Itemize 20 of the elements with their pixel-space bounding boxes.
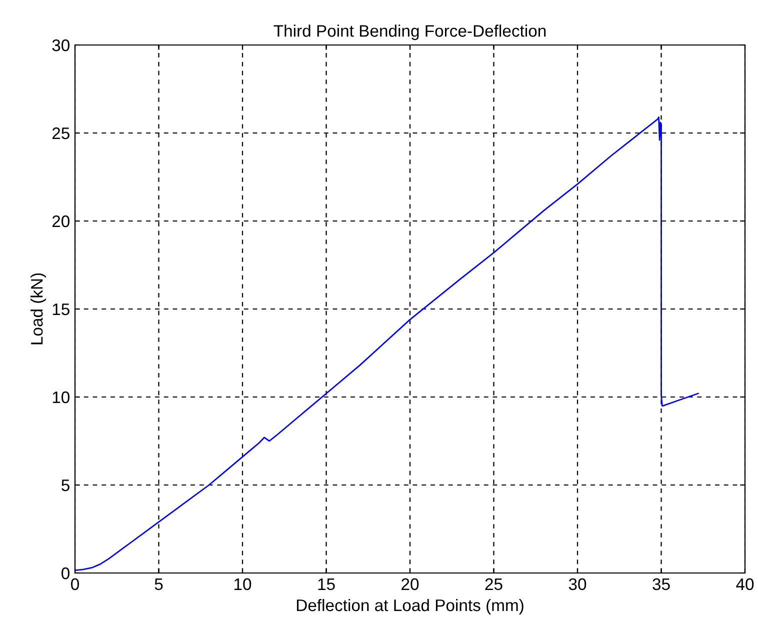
x-tick-label: 30 — [568, 578, 586, 590]
x-tick-label: 40 — [736, 578, 754, 590]
y-axis-title: Load (kN) — [30, 273, 46, 344]
x-tick-label: 5 — [154, 578, 163, 590]
y-tick-label: 0 — [62, 567, 70, 580]
x-tick-label: 0 — [71, 578, 79, 590]
x-tick-label: 10 — [234, 578, 252, 590]
y-tick-label: 25 — [52, 127, 70, 140]
chart-title: Third Point Bending Force-Deflection — [274, 24, 546, 40]
y-tick-label: 15 — [52, 304, 70, 316]
line-series — [75, 116, 699, 572]
x-tick-label: 35 — [652, 578, 670, 590]
x-tick-label: 20 — [402, 578, 419, 590]
y-tick-label: 30 — [52, 39, 70, 52]
y-tick-label: 10 — [52, 391, 70, 404]
x-tick-label: 25 — [485, 578, 502, 590]
x-axis-title: Deflection at Load Points (mm) — [296, 598, 524, 614]
y-tick-label: 5 — [62, 480, 70, 492]
x-tick-label: 15 — [318, 578, 335, 590]
y-tick-label: 20 — [52, 215, 70, 228]
